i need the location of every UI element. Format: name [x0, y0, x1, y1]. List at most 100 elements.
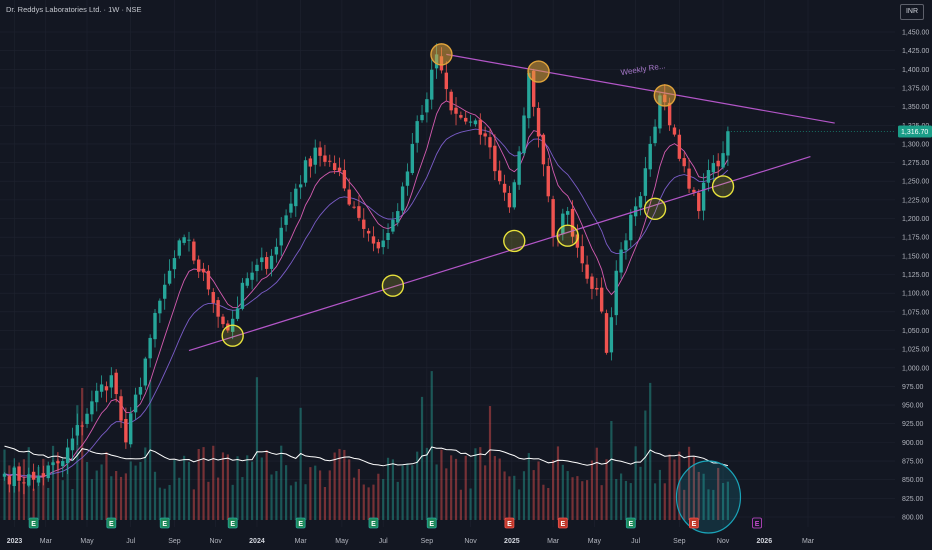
- pattern-markers[interactable]: [221, 43, 735, 347]
- volume-bar: [352, 477, 356, 520]
- candle: [148, 334, 152, 368]
- candle: [396, 203, 400, 227]
- candle-body: [41, 473, 46, 477]
- earnings-badge[interactable]: E: [227, 517, 238, 529]
- candle: [51, 460, 55, 475]
- volume-bar: [81, 387, 84, 520]
- candle: [366, 228, 371, 242]
- earnings-badge[interactable]: E: [28, 517, 39, 529]
- price-tick-label: 875.00: [902, 459, 924, 466]
- candle: [498, 160, 502, 185]
- candle: [643, 156, 648, 204]
- candle: [114, 369, 118, 403]
- volume-bar: [178, 477, 181, 520]
- trendlines[interactable]: [188, 53, 835, 352]
- candle: [420, 104, 424, 123]
- earnings-badge[interactable]: E: [295, 517, 306, 529]
- volume-bar: [323, 486, 327, 520]
- volume-bar: [537, 461, 540, 520]
- candle-body: [328, 160, 332, 162]
- earnings-badge[interactable]: E: [106, 517, 117, 529]
- volume-bar: [435, 464, 438, 520]
- volume-bar: [653, 483, 657, 520]
- candle-body: [284, 215, 288, 225]
- time-tick-label: Mar: [802, 538, 815, 545]
- time-tick-label: Nov: [717, 538, 730, 545]
- price-tick-label: 1,125.00: [902, 272, 929, 279]
- earnings-badge[interactable]: E: [504, 517, 515, 529]
- candle-body: [153, 312, 157, 340]
- volume-bar: [702, 473, 705, 520]
- symbol-title[interactable]: Dr. Reddys Laboratories Ltd. · 1W · NSE: [6, 5, 142, 14]
- candle: [362, 208, 366, 238]
- candle: [337, 157, 342, 177]
- earnings-badge[interactable]: E: [159, 517, 170, 529]
- time-tick-label: Mar: [295, 538, 308, 545]
- candle-body: [585, 264, 589, 279]
- volume-bar: [586, 480, 589, 520]
- candle: [512, 179, 516, 210]
- candle: [590, 273, 594, 300]
- candle-body: [464, 117, 468, 122]
- price-tick-label: 1,375.00: [902, 85, 929, 92]
- candle-body: [2, 473, 7, 477]
- candle: [488, 129, 492, 159]
- volume-bar: [362, 484, 365, 520]
- price-tick-label: 850.00: [902, 477, 924, 484]
- time-tick-label: May: [335, 538, 349, 545]
- volume-bar: [8, 465, 11, 520]
- candle-body: [721, 153, 725, 168]
- volume-bar: [566, 471, 569, 520]
- price-tick-label: 925.00: [902, 421, 924, 428]
- bottom-marker-circle: [221, 324, 244, 347]
- price-tick-label: 1,150.00: [902, 253, 929, 260]
- candle-body: [70, 438, 75, 451]
- candle-body: [133, 394, 138, 413]
- volume-bar: [95, 470, 98, 520]
- time-axis[interactable]: 2023 Mar May Jul Sep Nov 2024 Mar May Jul Sep Nov 20…: [7, 538, 815, 545]
- candle-body: [294, 188, 298, 207]
- candle: [580, 234, 584, 273]
- earnings-badge[interactable]: E: [557, 517, 568, 529]
- candle: [255, 258, 259, 282]
- earnings-badge-box: [557, 517, 568, 529]
- volume-bar: [17, 481, 21, 520]
- volume-bar: [678, 451, 681, 520]
- candle: [444, 61, 449, 101]
- volume-bar: [294, 481, 297, 520]
- currency-label[interactable]: INR: [900, 4, 924, 20]
- volume-bar: [416, 451, 419, 520]
- volume-bar: [3, 449, 6, 520]
- candle: [318, 141, 322, 167]
- candle-body: [366, 230, 371, 234]
- volume-bar: [595, 447, 598, 520]
- volume-bar: [61, 480, 64, 520]
- volume-bar: [629, 483, 632, 520]
- candle-body: [565, 211, 570, 215]
- earnings-badge-label: E: [31, 521, 36, 528]
- candle: [56, 452, 60, 471]
- volume-bar: [484, 465, 487, 520]
- bottom-marker-circle: [503, 229, 526, 253]
- candle-body: [362, 219, 366, 229]
- earnings-badge[interactable]: E: [368, 517, 379, 529]
- earnings-badge[interactable]: E: [625, 517, 636, 529]
- candle: [405, 163, 410, 196]
- earnings-badge[interactable]: E: [689, 517, 699, 529]
- earnings-badge[interactable]: E: [426, 517, 437, 529]
- candle: [502, 174, 507, 201]
- earnings-badge[interactable]: E: [752, 517, 762, 529]
- candle: [27, 467, 31, 488]
- candle-body: [104, 386, 109, 391]
- candle: [264, 251, 269, 275]
- candle: [357, 195, 361, 222]
- candle-body: [658, 95, 662, 129]
- last-price-badge: 1,316.70: [727, 125, 932, 138]
- candle: [197, 255, 201, 278]
- top-marker-circle: [430, 43, 453, 66]
- volume-bar: [90, 479, 93, 520]
- candle: [119, 389, 123, 428]
- candle-body: [187, 239, 191, 241]
